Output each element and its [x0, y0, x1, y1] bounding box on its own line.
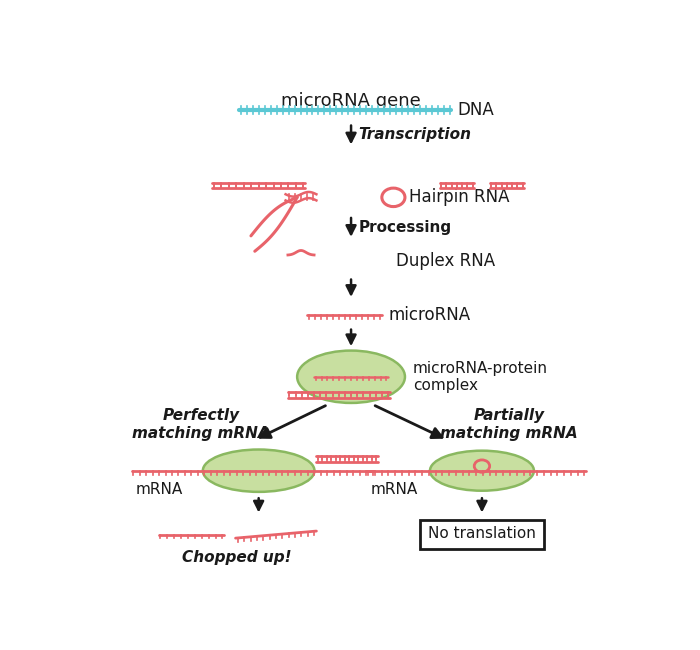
Text: mRNA: mRNA — [370, 482, 417, 497]
Ellipse shape — [430, 450, 534, 491]
Text: Chopped up!: Chopped up! — [182, 550, 292, 565]
Text: microRNA: microRNA — [388, 306, 470, 324]
FancyBboxPatch shape — [420, 520, 543, 549]
Text: Processing: Processing — [358, 220, 452, 235]
Text: Partially
matching mRNA: Partially matching mRNA — [440, 408, 578, 441]
Text: Transcription: Transcription — [358, 127, 472, 142]
Text: mRNA: mRNA — [135, 482, 183, 497]
Text: DNA: DNA — [457, 101, 494, 120]
Ellipse shape — [203, 450, 314, 492]
Text: Hairpin RNA: Hairpin RNA — [409, 188, 510, 206]
Text: No translation: No translation — [428, 526, 536, 541]
Text: Perfectly
matching mRNA: Perfectly matching mRNA — [132, 408, 270, 441]
Text: microRNA-protein
complex: microRNA-protein complex — [413, 361, 547, 393]
Ellipse shape — [298, 350, 405, 403]
Text: Duplex RNA: Duplex RNA — [395, 252, 495, 270]
Text: microRNA gene: microRNA gene — [281, 92, 421, 110]
